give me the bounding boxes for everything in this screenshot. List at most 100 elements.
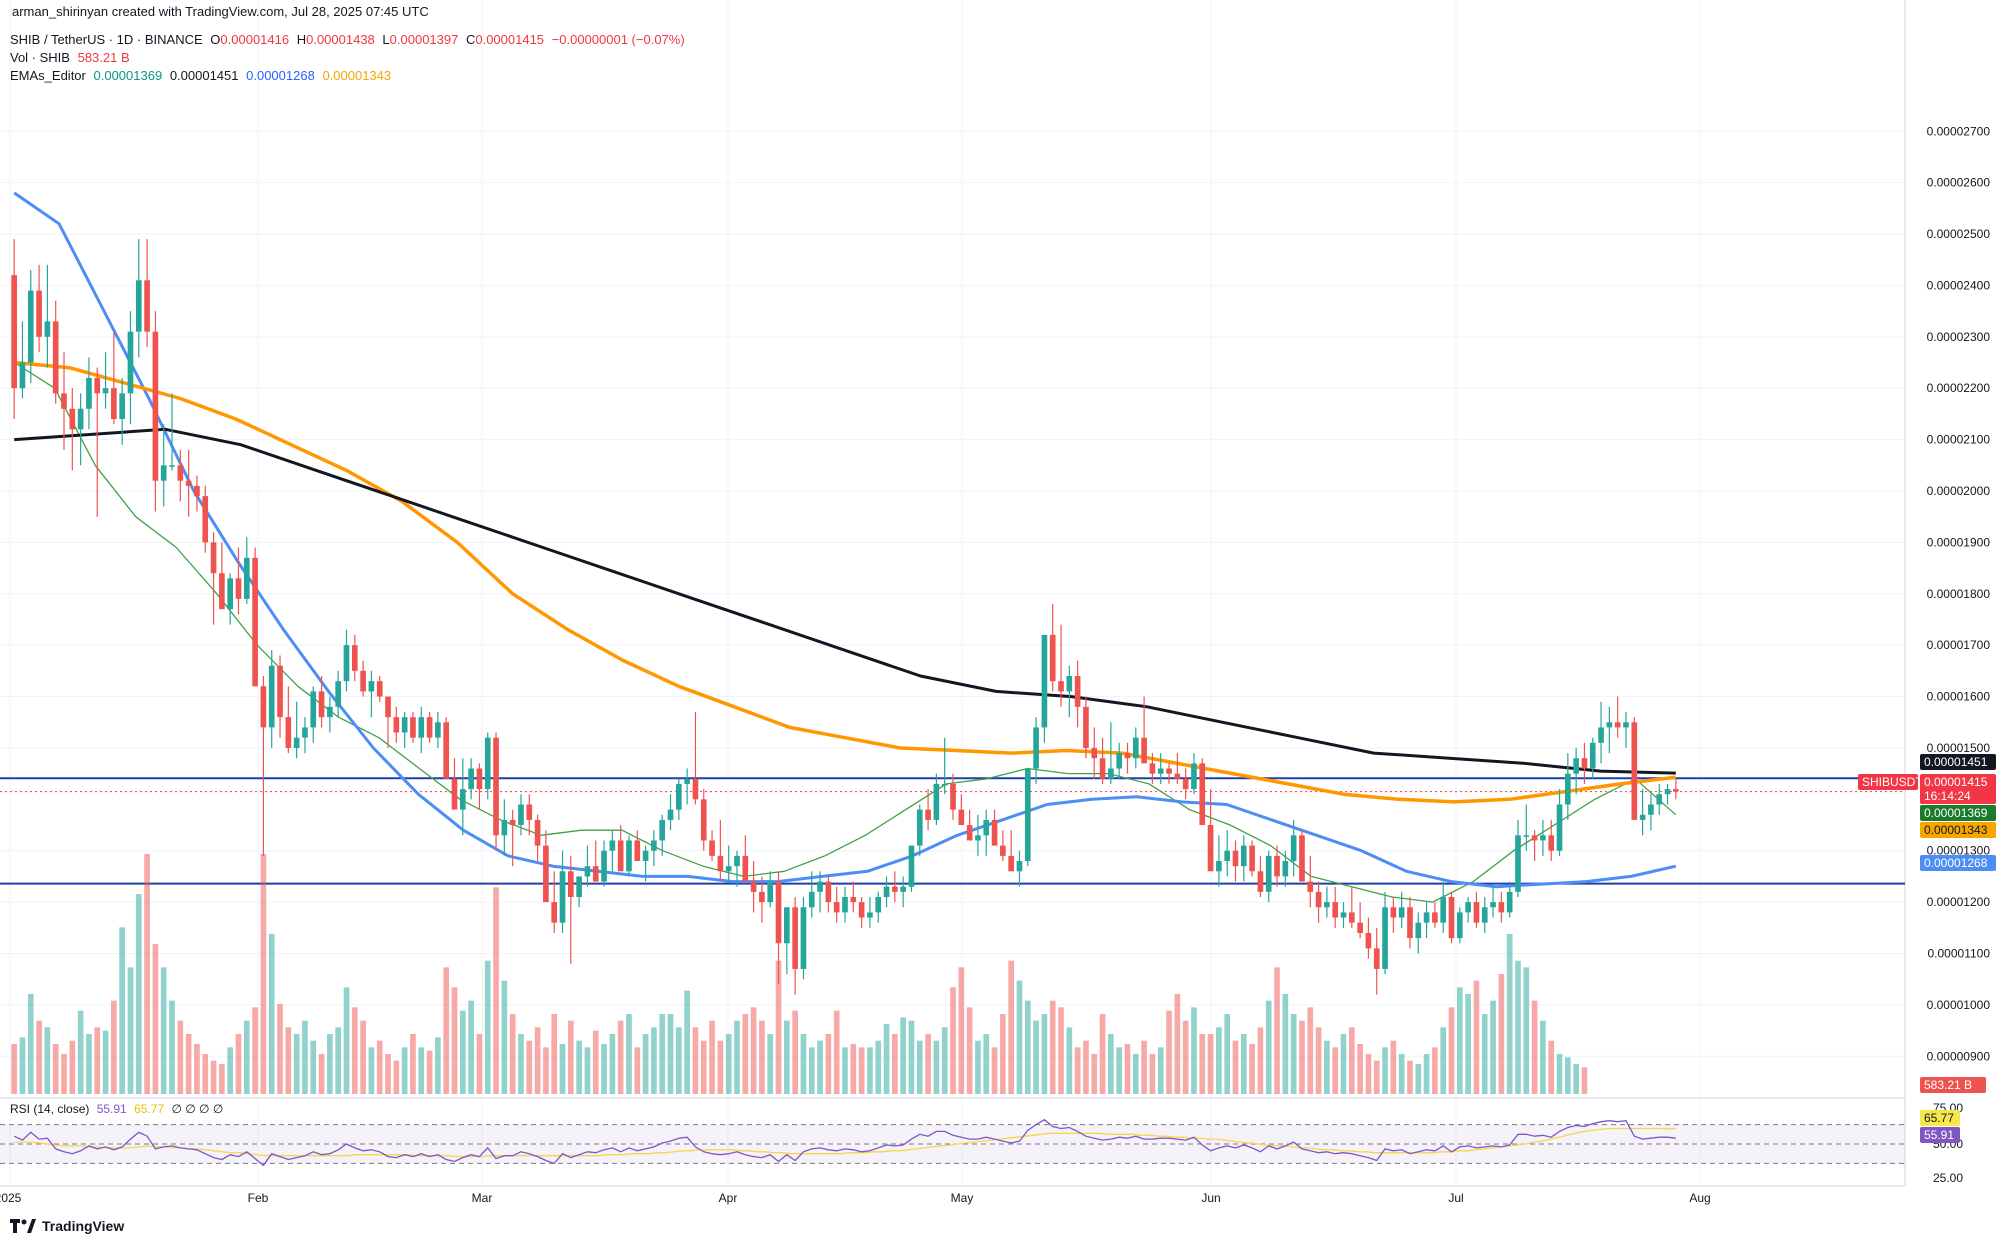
price-tick-label: 0.00000900 xyxy=(1927,1049,1991,1063)
volume-bar xyxy=(219,1064,225,1094)
volume-bar xyxy=(892,1034,898,1094)
rsi-line xyxy=(13,1118,1676,1167)
time-tick-label: May xyxy=(951,1191,974,1205)
volume-bar xyxy=(759,1020,765,1094)
volume-bar xyxy=(1191,1007,1197,1094)
candle-body xyxy=(875,896,882,913)
candle-body xyxy=(933,783,940,820)
volume-bar xyxy=(991,1047,998,1094)
ema-legend[interactable]: EMAs_Editor 0.00001369 0.00001451 0.0000… xyxy=(10,68,395,84)
candle-body xyxy=(1440,896,1447,923)
candle-body xyxy=(1257,871,1264,892)
candle-body xyxy=(1623,722,1629,728)
candle-body xyxy=(750,881,757,892)
candle-body xyxy=(451,778,458,810)
volume-bar xyxy=(484,960,491,1094)
candle-body xyxy=(1091,747,1098,759)
ema20-badge-bg xyxy=(1920,805,1996,821)
candle-body xyxy=(667,809,674,820)
candle-body xyxy=(1407,907,1413,939)
candle-body xyxy=(1166,768,1172,774)
rsi-legend[interactable]: RSI (14, close) 55.91 65.77 ∅ ∅ ∅ ∅ xyxy=(10,1101,227,1117)
volume-bar xyxy=(659,1014,666,1094)
candle-body xyxy=(77,408,84,430)
volume-bar xyxy=(1440,1027,1447,1094)
volume-bar xyxy=(767,1034,774,1094)
volume-bar xyxy=(626,1014,632,1094)
symbol-badge: SHIBUSDT xyxy=(1862,775,1923,789)
candle-body xyxy=(634,840,641,862)
price-tick-label: 0.00002600 xyxy=(1927,176,1991,190)
volume-bar xyxy=(567,1020,574,1094)
candle-body xyxy=(152,331,159,481)
candle-body xyxy=(1382,907,1388,969)
rsi-ma-badge-bg xyxy=(1920,1110,1960,1126)
candle-body xyxy=(401,717,408,733)
volume-bar xyxy=(684,990,690,1094)
volume-bar xyxy=(27,994,34,1094)
volume-bar xyxy=(700,1040,707,1094)
ema100-value: 0.00001343 xyxy=(322,68,392,83)
volume-bar xyxy=(144,854,150,1094)
candle-body xyxy=(1348,912,1355,923)
candle-body xyxy=(808,891,815,908)
candle-body xyxy=(692,778,699,800)
volume-bar xyxy=(576,1040,582,1094)
candle-body xyxy=(1639,814,1646,820)
time-tick-label: Jun xyxy=(1201,1191,1220,1205)
price-tick-label: 0.00002300 xyxy=(1927,330,1991,344)
candle-body xyxy=(817,881,823,892)
candle-body xyxy=(243,557,250,599)
candle-body xyxy=(160,465,167,481)
candle-body xyxy=(376,681,383,697)
candle-body xyxy=(1083,706,1089,748)
volume-bar xyxy=(11,1044,17,1094)
volume-bar xyxy=(260,854,267,1094)
volume-bar xyxy=(1498,974,1505,1094)
volume-bar xyxy=(277,1004,283,1094)
candle-body xyxy=(792,907,798,969)
time-tick-label: Feb xyxy=(248,1191,269,1205)
ema100-badge: 0.00001343 xyxy=(1924,823,1988,837)
tradingview-brand[interactable]: TradingView xyxy=(10,1218,124,1234)
candle-body xyxy=(1673,789,1679,792)
volume-bar xyxy=(327,1034,333,1094)
candle-body xyxy=(1207,825,1214,872)
candle-body xyxy=(169,465,175,467)
candle-body xyxy=(1024,768,1031,862)
candle-body xyxy=(202,496,209,543)
candle-body xyxy=(476,768,483,790)
volume-bar xyxy=(52,1044,59,1094)
candle-body xyxy=(767,881,774,903)
volume-bar xyxy=(709,1020,715,1094)
volume-bar xyxy=(925,1034,931,1094)
candle-body xyxy=(659,819,666,841)
close-value: 0.00001415 xyxy=(475,32,545,47)
candle-body xyxy=(1149,763,1156,774)
ema100-line xyxy=(14,360,1677,804)
volume-legend[interactable]: Vol · SHIB 583.21 B xyxy=(10,50,134,66)
candle-body xyxy=(1224,850,1231,862)
change-value: −0.00000001 (−0.07%) xyxy=(551,32,685,47)
candle-body xyxy=(1490,902,1496,908)
candle-body xyxy=(950,783,956,810)
volume-bar xyxy=(551,1014,558,1094)
symbol-legend[interactable]: SHIB / TetherUS · 1D · BINANCE O0.000014… xyxy=(10,32,689,48)
chart-credit: arman_shirinyan created with TradingView… xyxy=(12,4,429,19)
volume-bar xyxy=(1465,994,1471,1094)
candle-body xyxy=(1548,835,1555,851)
volume-bar xyxy=(169,1000,175,1094)
rsi-ma-value: 65.77 xyxy=(134,1102,165,1116)
volume-bar xyxy=(1174,994,1181,1094)
candle-body xyxy=(651,840,657,851)
volume-bar xyxy=(592,1030,599,1094)
candle-body xyxy=(509,819,516,826)
volume-bar xyxy=(609,1034,616,1094)
candle-body xyxy=(1531,835,1538,841)
candle-body xyxy=(742,855,749,882)
candle-body xyxy=(468,768,474,790)
volume-bar xyxy=(1149,1054,1156,1094)
volume-bar xyxy=(941,1027,948,1094)
volume-bar xyxy=(1457,987,1463,1094)
volume-bar xyxy=(1415,1064,1422,1094)
